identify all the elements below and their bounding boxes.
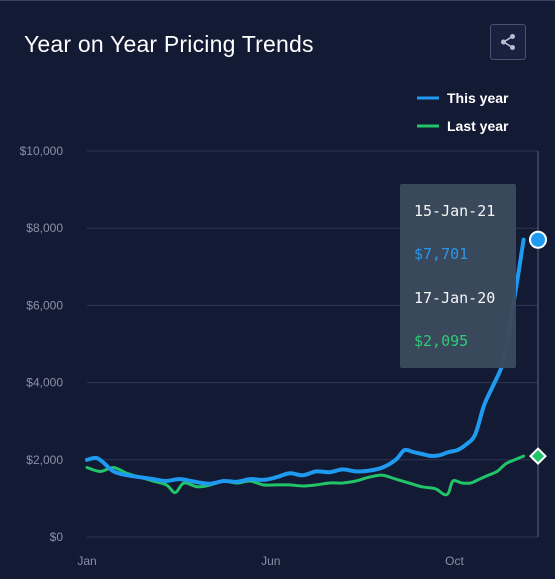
legend: This year Last year — [417, 90, 509, 134]
x-tick-label: Oct — [445, 554, 464, 568]
y-tick-label: $6,000 — [26, 298, 63, 312]
tooltip-value-last-year: $2,095 — [414, 332, 469, 350]
marker-last-year[interactable] — [529, 447, 547, 466]
share-button[interactable] — [490, 24, 526, 60]
y-tick-label: $10,000 — [20, 144, 64, 158]
share-icon — [501, 34, 515, 50]
y-tick-label: $2,000 — [26, 453, 63, 467]
legend-label-this-year[interactable]: This year — [447, 90, 509, 106]
series-markers — [529, 230, 547, 466]
y-tick-label: $0 — [50, 530, 64, 544]
y-tick-label: $4,000 — [26, 376, 63, 390]
chart-tooltip: 15-Jan-21 $7,701 17-Jan-20 $2,095 — [400, 184, 516, 368]
chart-title: Year on Year Pricing Trends — [24, 31, 314, 57]
legend-label-last-year[interactable]: Last year — [447, 118, 509, 134]
marker-this-year[interactable] — [529, 230, 547, 249]
x-axis-ticks: Jan Jun Oct — [77, 554, 464, 568]
tooltip-value-this-year: $7,701 — [414, 245, 469, 263]
tooltip-date-this-year: 15-Jan-21 — [414, 202, 496, 220]
y-tick-label: $8,000 — [26, 221, 63, 235]
series-line-last-year — [85, 454, 526, 497]
x-tick-label: Jan — [77, 554, 96, 568]
x-tick-label: Jun — [261, 554, 280, 568]
series-lines — [85, 237, 526, 497]
series-line-this-year — [85, 237, 526, 486]
y-axis-ticks: $0 $2,000 $4,000 $6,000 $8,000 $10,000 — [20, 144, 64, 544]
tooltip-date-last-year: 17-Jan-20 — [414, 289, 496, 307]
